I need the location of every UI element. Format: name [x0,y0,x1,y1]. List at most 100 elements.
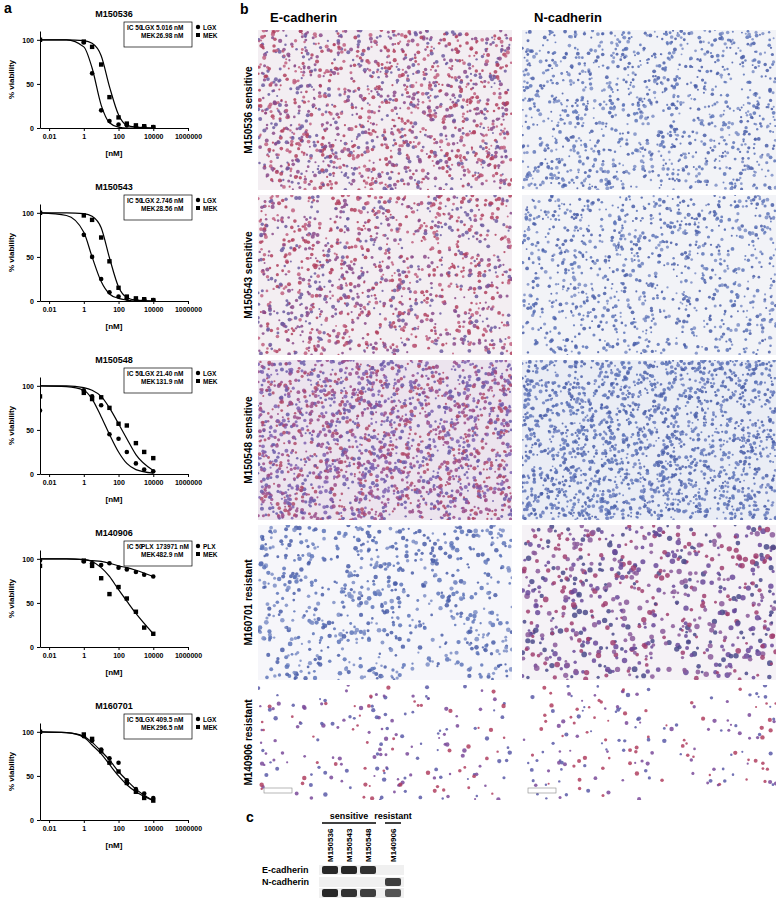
cell-nucleus [378,105,380,107]
cell-nucleus [504,54,507,57]
cell-nucleus [272,49,275,52]
cell-nucleus [457,163,460,166]
cell-nucleus [339,34,342,37]
tick: 10000 [144,128,164,140]
cell-nucleus [501,160,504,163]
cell-nucleus [272,117,275,120]
cell-nucleus [348,182,350,184]
cell-nucleus [320,181,324,185]
cell-nucleus [710,43,713,46]
cell-nucleus [660,179,663,182]
cell-nucleus [415,81,417,83]
cell-nucleus [367,61,371,65]
cell-nucleus [408,95,411,98]
cell-nucleus [503,136,506,139]
cell-nucleus [305,32,308,35]
axis: 050100 [22,378,40,478]
axis-line [41,647,189,648]
cell-nucleus [258,98,262,102]
cell-nucleus [339,66,343,70]
tick-label: 10000 [144,652,164,659]
cell-nucleus [310,74,313,77]
cell-nucleus [430,135,433,138]
plot-marks [40,558,156,636]
cell-nucleus [330,182,333,185]
cell-nucleus [427,172,430,175]
data-point [107,432,112,437]
cell-nucleus [285,58,287,60]
cell-nucleus [457,162,461,166]
cell-nucleus [473,55,475,57]
cell-nucleus [303,33,307,37]
cell-nucleus [320,50,323,53]
cell-nucleus [307,110,310,113]
cell-nucleus [324,129,327,132]
data-point [125,596,129,600]
cell-nucleus [332,71,336,75]
cell-nucleus [504,91,508,95]
chart-title: M150536 [95,9,133,19]
cell-nucleus [326,155,329,158]
cell-nucleus [267,67,271,71]
cell-nucleus [494,151,498,155]
tick: 10000 [144,820,164,832]
cell-nucleus [370,41,372,43]
fit-line [40,213,153,301]
cell-nucleus [414,32,418,36]
tick-label: 0 [30,471,34,478]
cell-nucleus [298,109,301,112]
image-background [258,30,512,190]
cell-nucleus [278,39,282,43]
cell-nucleus [263,78,266,81]
cell-nucleus [400,33,404,37]
cell-nucleus [555,166,559,170]
cell-nucleus [314,161,316,163]
cell-nucleus [272,44,276,48]
cell-nucleus [321,153,325,157]
data-point [142,796,146,800]
cell-nucleus [451,48,454,51]
cell-nucleus [421,92,425,96]
cell-nucleus [334,181,338,185]
tick-mark [49,474,50,477]
tick-mark [37,776,40,777]
cell-nucleus [435,60,439,64]
cell-nucleus [314,68,317,71]
cell-nucleus [414,179,416,181]
cell-nucleus [758,164,760,166]
cell-nucleus [410,130,414,134]
cell-nucleus [757,137,761,141]
cell-nucleus [509,158,512,162]
cell-nucleus [475,95,479,99]
cell-nucleus [425,92,429,96]
cell-nucleus [433,138,436,141]
cell-nucleus [721,54,724,57]
cell-nucleus [276,30,280,32]
cell-nucleus [402,180,404,182]
cell-nucleus [457,75,461,79]
cell-nucleus [441,54,445,58]
cell-nucleus [367,109,371,113]
cell-nucleus [266,108,269,111]
cell-nucleus [309,146,311,148]
cell-nucleus [420,149,423,152]
tick-label: 0 [30,125,34,132]
cell-nucleus [456,149,460,153]
cell-nucleus [392,171,394,173]
cell-nucleus [404,54,407,57]
tick-mark [153,301,154,304]
cell-nucleus [448,174,451,177]
cell-nucleus [319,46,322,49]
cell-nucleus [441,84,443,86]
cell-nucleus [739,151,741,153]
cell-nucleus [417,91,420,94]
cell-nucleus [496,117,500,121]
cell-nucleus [755,186,758,189]
tick-mark [84,820,85,823]
cell-nucleus [466,133,470,137]
cell-nucleus [490,127,494,131]
cell-nucleus [313,141,316,144]
cell-nucleus [442,38,446,42]
cell-nucleus [714,184,717,187]
legend-symbol [196,725,200,729]
